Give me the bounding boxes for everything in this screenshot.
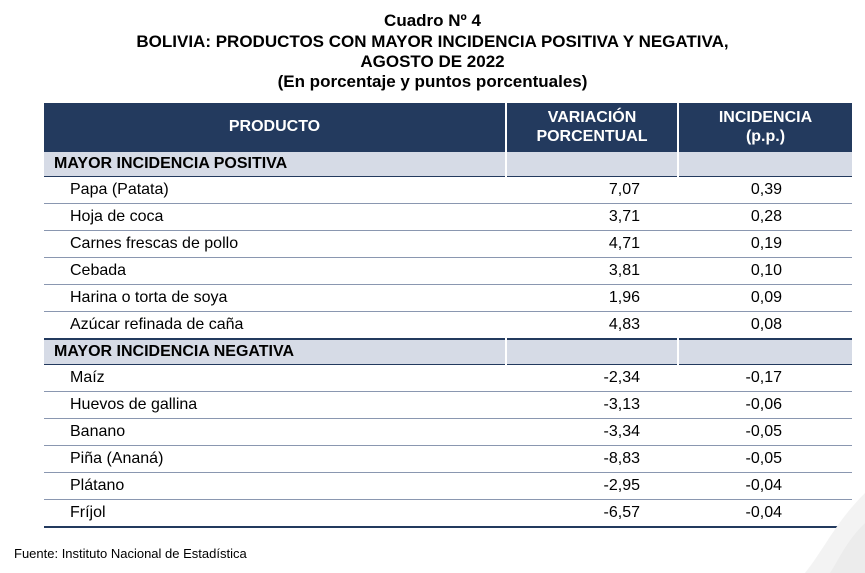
cell-producto: Huevos de gallina <box>44 391 506 419</box>
cell-producto: Cebada <box>44 257 506 285</box>
cell-incidencia: -0,04 <box>678 472 852 500</box>
cell-incidencia: -0,17 <box>678 364 852 392</box>
section-empty-cell <box>678 338 852 365</box>
table-row: Huevos de gallina -3,13 -0,06 <box>44 391 852 419</box>
table-row: Azúcar refinada de caña 4,83 0,08 <box>44 311 852 340</box>
table-title-block: Cuadro Nº 4 BOLIVIA: PRODUCTOS CON MAYOR… <box>0 10 865 92</box>
cell-variacion: -6,57 <box>506 499 678 528</box>
cell-producto: Carnes frescas de pollo <box>44 230 506 258</box>
cell-incidencia: 0,28 <box>678 203 852 231</box>
table-row: Banano -3,34 -0,05 <box>44 418 852 446</box>
section-label: MAYOR INCIDENCIA NEGATIVA <box>44 338 507 365</box>
cell-incidencia: 0,19 <box>678 230 852 258</box>
cell-incidencia: 0,10 <box>678 257 852 285</box>
section-empty-cell <box>506 150 679 177</box>
cell-variacion: 7,07 <box>506 176 678 204</box>
section-empty-cell <box>678 150 852 177</box>
table-subtitle: (En porcentaje y puntos porcentuales) <box>277 72 588 91</box>
cell-producto: Fríjol <box>44 499 506 528</box>
header-incidencia: INCIDENCIA (p.p.) <box>678 103 852 151</box>
section-label: MAYOR INCIDENCIA POSITIVA <box>44 150 507 177</box>
cell-producto: Maíz <box>44 364 506 392</box>
cell-incidencia: -0,04 <box>678 499 852 528</box>
table-row: Papa (Patata) 7,07 0,39 <box>44 176 852 204</box>
header-producto: PRODUCTO <box>44 103 507 151</box>
cell-variacion: -3,13 <box>506 391 678 419</box>
table-row: Cebada 3,81 0,10 <box>44 257 852 285</box>
cell-variacion: 3,71 <box>506 203 678 231</box>
cell-producto: Azúcar refinada de caña <box>44 311 506 340</box>
cell-producto: Papa (Patata) <box>44 176 506 204</box>
cell-incidencia: 0,08 <box>678 311 852 340</box>
table-row: Maíz -2,34 -0,17 <box>44 364 852 392</box>
header-producto-label: PRODUCTO <box>228 118 321 135</box>
cell-producto: Harina o torta de soya <box>44 284 506 312</box>
cell-variacion: 4,71 <box>506 230 678 258</box>
data-table: PRODUCTO VARIACIÓN PORCENTUAL INCIDENCIA… <box>44 103 852 528</box>
table-row: Harina o torta de soya 1,96 0,09 <box>44 284 852 312</box>
source-note: Fuente: Instituto Nacional de Estadístic… <box>14 546 247 561</box>
table-title-line-2: AGOSTO DE 2022 <box>360 52 505 71</box>
cell-variacion: 3,81 <box>506 257 678 285</box>
table-title-line-1: BOLIVIA: PRODUCTOS CON MAYOR INCIDENCIA … <box>136 32 729 51</box>
table-row: Piña (Ananá) -8,83 -0,05 <box>44 445 852 473</box>
header-variacion: VARIACIÓN PORCENTUAL <box>506 103 679 151</box>
corner-swoosh-graphic <box>805 493 865 573</box>
cell-producto: Banano <box>44 418 506 446</box>
table-row: Carnes frescas de pollo 4,71 0,19 <box>44 230 852 258</box>
section-empty-cell <box>506 338 679 365</box>
header-row: PRODUCTO VARIACIÓN PORCENTUAL INCIDENCIA… <box>44 103 852 151</box>
cell-variacion: -2,34 <box>506 364 678 392</box>
cell-variacion: 1,96 <box>506 284 678 312</box>
cell-incidencia: -0,05 <box>678 418 852 446</box>
corner-decoration <box>745 453 865 573</box>
header-variacion-line-1: VARIACIÓN <box>547 108 637 126</box>
section-row-negative: MAYOR INCIDENCIA NEGATIVA <box>44 338 852 365</box>
cell-producto: Hoja de coca <box>44 203 506 231</box>
table-row: Fríjol -6,57 -0,04 <box>44 499 852 528</box>
cell-variacion: -8,83 <box>506 445 678 473</box>
header-incidencia-line-1: INCIDENCIA <box>718 108 813 126</box>
cell-producto: Plátano <box>44 472 506 500</box>
table-row: Hoja de coca 3,71 0,28 <box>44 203 852 231</box>
section-row-positive: MAYOR INCIDENCIA POSITIVA <box>44 150 852 177</box>
cell-incidencia: -0,05 <box>678 445 852 473</box>
cell-variacion: -3,34 <box>506 418 678 446</box>
cell-variacion: 4,83 <box>506 311 678 340</box>
cell-incidencia: 0,09 <box>678 284 852 312</box>
header-incidencia-line-2: (p.p.) <box>745 127 786 145</box>
header-variacion-line-2: PORCENTUAL <box>536 127 648 145</box>
table-number: Cuadro Nº 4 <box>384 11 481 30</box>
cell-incidencia: -0,06 <box>678 391 852 419</box>
cell-variacion: -2,95 <box>506 472 678 500</box>
cell-incidencia: 0,39 <box>678 176 852 204</box>
table-row: Plátano -2,95 -0,04 <box>44 472 852 500</box>
cell-producto: Piña (Ananá) <box>44 445 506 473</box>
